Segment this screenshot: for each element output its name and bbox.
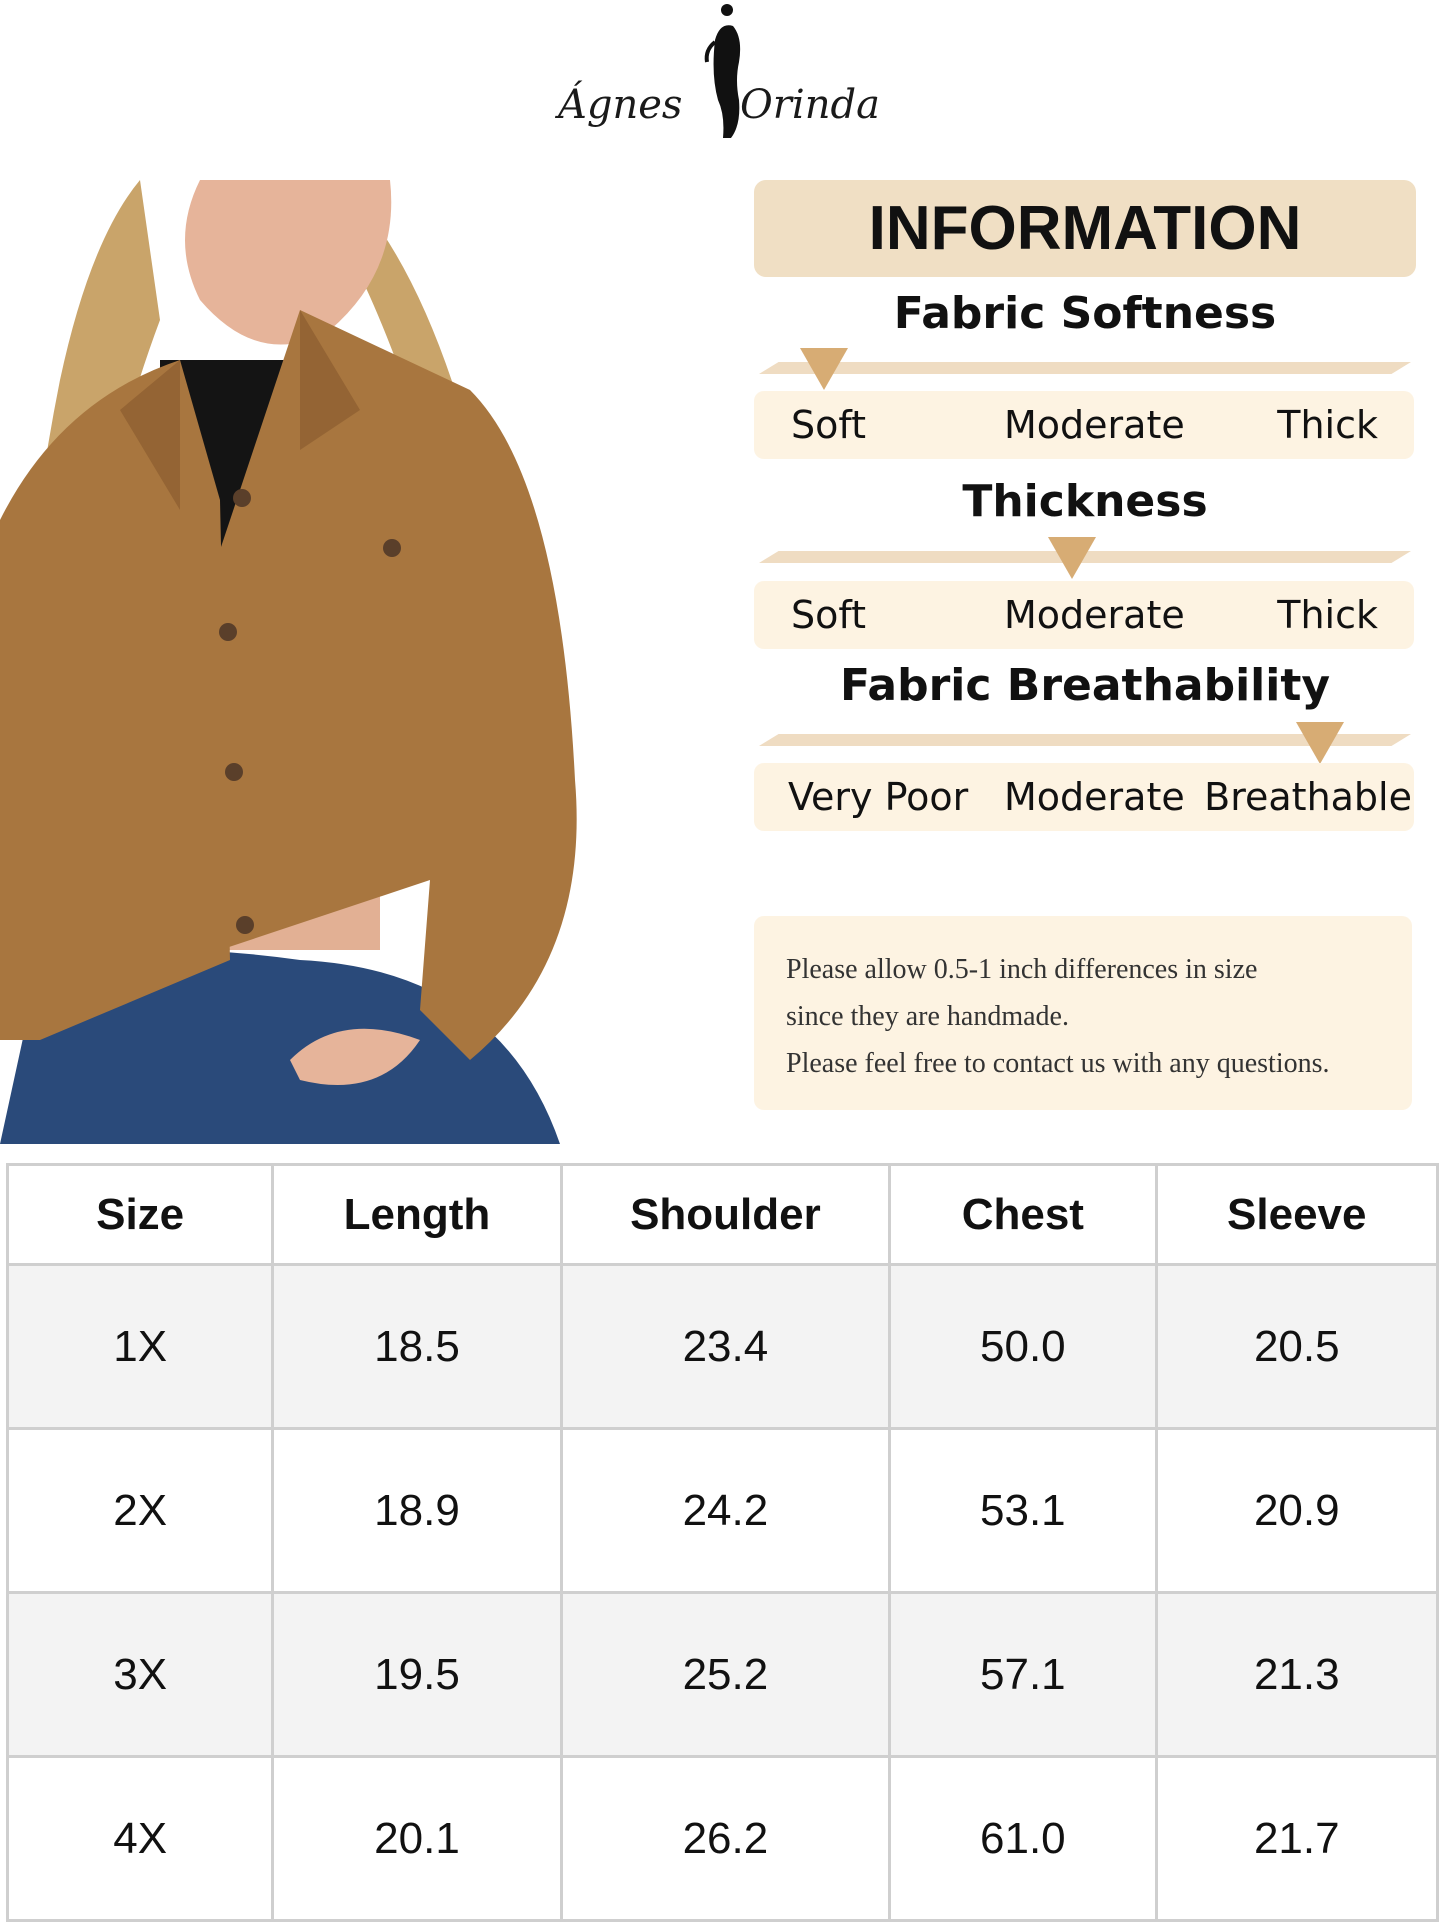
product-photo — [0, 180, 588, 1144]
header-shoulder: Shoulder — [559, 1163, 892, 1266]
note-line: Please feel free to contact us with any … — [786, 1048, 1330, 1079]
thickness-title: Thickness — [962, 476, 1208, 527]
silhouette-icon — [704, 4, 741, 138]
header-sleeve: Sleeve — [1154, 1163, 1440, 1266]
cell: 25.2 — [559, 1591, 892, 1758]
scale-label-high: Breathable — [1204, 775, 1412, 819]
cell: 1X — [5, 1263, 275, 1430]
fabric-softness-indicator-icon — [800, 348, 849, 390]
header-chest: Chest — [888, 1163, 1158, 1266]
fabric-breathability-labels: Very Poor Moderate Breathable — [754, 763, 1414, 831]
cell: 50.0 — [888, 1263, 1158, 1430]
cell: 3X — [5, 1591, 275, 1758]
cell: 20.9 — [1154, 1427, 1440, 1594]
cell: 26.2 — [559, 1755, 892, 1922]
brand-left: Ágnes — [558, 82, 683, 128]
header-length: Length — [271, 1163, 563, 1266]
fabric-softness-title: Fabric Softness — [893, 288, 1277, 339]
cell: 18.9 — [271, 1427, 563, 1594]
cell: 53.1 — [888, 1427, 1158, 1594]
header-size: Size — [5, 1163, 275, 1266]
size-note: Please allow 0.5-1 inch differences in s… — [754, 916, 1412, 1110]
thickness-indicator-icon — [1047, 537, 1096, 579]
fabric-breathability-bar — [759, 734, 1411, 746]
note-line: since they are handmade. — [786, 1001, 1069, 1032]
fabric-breathability-title: Fabric Breathability — [839, 660, 1331, 711]
fabric-softness-bar — [759, 362, 1411, 374]
table-row: 2X 18.9 24.2 53.1 20.9 — [5, 1427, 1440, 1594]
fabric-softness-labels: Soft Moderate Thick — [754, 391, 1414, 459]
cell: 20.1 — [271, 1755, 563, 1922]
scale-label-mid: Moderate — [1004, 593, 1185, 637]
cell: 24.2 — [559, 1427, 892, 1594]
cell: 57.1 — [888, 1591, 1158, 1758]
cell: 23.4 — [559, 1263, 892, 1430]
scale-label-low: Very Poor — [788, 775, 969, 819]
scale-label-mid: Moderate — [1004, 775, 1185, 819]
table-row: 1X 18.5 23.4 50.0 20.5 — [5, 1263, 1440, 1430]
cell: 21.7 — [1154, 1755, 1440, 1922]
cell: 20.5 — [1154, 1263, 1440, 1430]
cell: 18.5 — [271, 1263, 563, 1430]
scale-label-mid: Moderate — [1004, 403, 1185, 447]
table-row: 4X 20.1 26.2 61.0 21.7 — [5, 1755, 1440, 1922]
table-row: 3X 19.5 25.2 57.1 21.3 — [5, 1591, 1440, 1758]
brand-logo: Ágnes Orinda — [540, 0, 890, 145]
information-heading: INFORMATION — [754, 180, 1416, 277]
cell: 21.3 — [1154, 1591, 1440, 1758]
brand-right: Orinda — [740, 82, 880, 128]
note-line: Please allow 0.5-1 inch differences in s… — [786, 954, 1258, 985]
cell: 4X — [5, 1755, 275, 1922]
cell: 61.0 — [888, 1755, 1158, 1922]
size-chart-table: Size Length Shoulder Chest Sleeve 1X 18.5… — [5, 1163, 1440, 1922]
cell: 2X — [5, 1427, 275, 1594]
fabric-breathability-indicator-icon — [1295, 722, 1344, 764]
thickness-labels: Soft Moderate Thick — [754, 581, 1414, 649]
cell: 19.5 — [271, 1591, 563, 1758]
scale-label-high: Thick — [1277, 593, 1378, 637]
scale-label-low: Soft — [791, 403, 866, 447]
scale-label-high: Thick — [1277, 403, 1378, 447]
table-header-row: Size Length Shoulder Chest Sleeve — [5, 1163, 1440, 1266]
scale-label-low: Soft — [791, 593, 866, 637]
